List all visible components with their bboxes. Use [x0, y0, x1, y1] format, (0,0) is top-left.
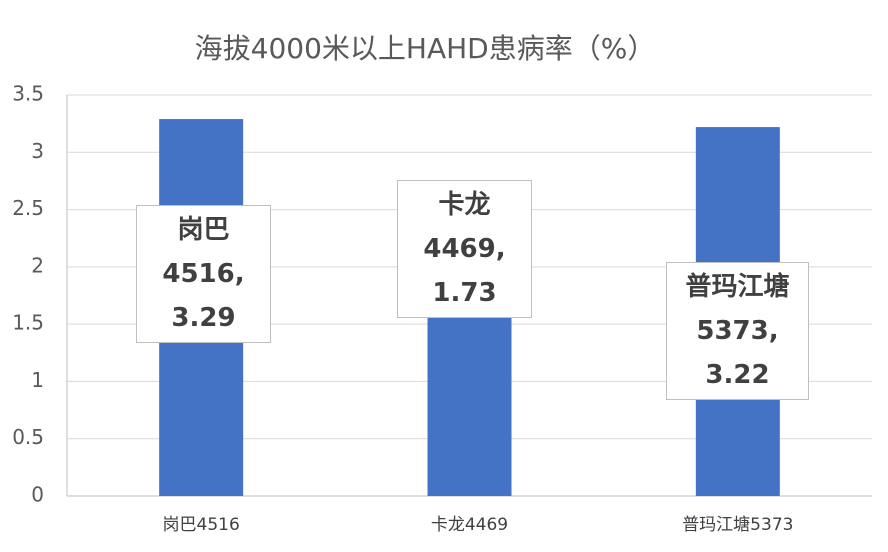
y-tick-label: 0.5	[12, 425, 44, 449]
data-label: 卡龙4469, 1.73	[397, 180, 532, 318]
data-label: 普玛江塘5373, 3.22	[666, 262, 809, 400]
y-tick-label: 3	[31, 139, 44, 163]
y-tick-label: 1.5	[12, 311, 44, 335]
y-tick-label: 1	[31, 368, 44, 392]
chart-title: 海拔4000米以上HAHD患病率（%）	[195, 32, 656, 65]
x-tick-label: 普玛江塘5373	[682, 515, 793, 535]
y-tick-label: 2.5	[12, 196, 44, 220]
y-tick-label: 3.5	[12, 82, 44, 106]
x-tick-label: 岗巴4516	[163, 515, 240, 535]
y-tick-label: 0	[31, 483, 44, 507]
data-label: 岗巴4516, 3.29	[136, 205, 271, 343]
bar	[427, 297, 512, 496]
x-tick-label: 卡龙4469	[431, 515, 508, 535]
y-tick-label: 2	[31, 253, 44, 277]
